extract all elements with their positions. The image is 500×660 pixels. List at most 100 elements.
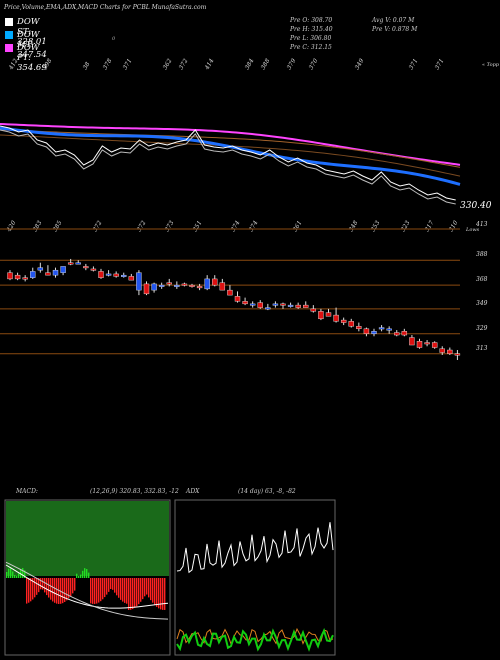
macd-histogram-bar: [142, 578, 144, 600]
macd-histogram-bar: [16, 575, 18, 578]
macd-histogram-bar: [76, 573, 78, 578]
mid-tick-label: 310: [448, 219, 460, 233]
level-label: 388: [476, 251, 488, 258]
candle-down: [181, 283, 188, 286]
prev-open: Pre O: 308.70: [290, 17, 333, 24]
macd-histogram-bar: [50, 578, 52, 600]
candle-down: [416, 341, 423, 348]
macd-histogram-bar: [164, 578, 166, 610]
macd-histogram-bar: [72, 578, 74, 594]
top-tick-label: 371: [408, 58, 420, 71]
candle-down: [333, 314, 339, 322]
mid-tick-label: 323: [400, 219, 412, 233]
macd-histogram-bar: [100, 578, 102, 602]
candle-down: [90, 268, 97, 271]
adx-plus-di-line: [176, 627, 334, 652]
legend-label-st: DOW ST: 328.01: [17, 17, 47, 47]
legend-swatch-pt: [5, 44, 13, 52]
candle-down: [227, 289, 233, 296]
candle-down: [212, 278, 218, 286]
macd-histogram-bar: [78, 575, 80, 578]
candle-up: [136, 272, 142, 291]
macd-histogram-bar: [130, 578, 132, 610]
prev-close: Pre C: 312.15: [290, 44, 332, 51]
macd-histogram-bar: [88, 572, 90, 578]
candle-up: [174, 284, 180, 287]
macd-histogram-bar: [116, 578, 118, 596]
candle-down: [196, 286, 203, 289]
top-tick-label: 398: [42, 57, 54, 71]
macd-histogram-bar: [154, 578, 156, 605]
legend-swatch-mt: [5, 31, 13, 39]
top-tick-tail: « Topp: [482, 62, 500, 68]
macd-histogram-bar: [48, 578, 50, 598]
candle-down: [280, 303, 286, 306]
macd-histogram-bar: [162, 578, 164, 610]
candle-down: [318, 311, 324, 320]
macd-histogram-bar: [8, 568, 10, 578]
macd-histogram-bar: [152, 578, 154, 603]
candle-down: [67, 262, 74, 265]
macd-histogram-bar: [108, 578, 110, 592]
candle-up: [272, 303, 279, 306]
candle-down: [424, 342, 430, 345]
candle-down: [409, 337, 415, 346]
macd-histogram-bar: [148, 578, 150, 598]
candle-down: [394, 332, 400, 336]
macd-histogram-bar: [58, 578, 60, 604]
level-label: 368: [476, 276, 488, 283]
candle-up: [204, 278, 210, 290]
top-tick-label: 349: [354, 57, 366, 71]
top-tick-label: 388: [260, 57, 272, 71]
level-label-top: 413: [475, 221, 488, 228]
macd-histogram-bar: [62, 578, 64, 604]
mid-tick-label: 317: [424, 219, 436, 233]
macd-signal-line: [5, 561, 169, 620]
candle-down: [348, 321, 354, 327]
adx-line: [176, 522, 334, 574]
top-tick-label: 414: [203, 57, 215, 71]
candle-down: [356, 326, 362, 330]
macd-histogram-bar: [56, 578, 58, 604]
macd-histogram-bar: [68, 578, 70, 599]
macd-histogram-bar: [120, 578, 122, 600]
candle-down: [7, 272, 13, 280]
prev-low: Pre L: 306.80: [290, 35, 332, 42]
macd-histogram-bar: [32, 578, 34, 600]
macd-histogram-bar: [36, 578, 38, 595]
legend-swatch-st: [5, 18, 13, 26]
candle-down: [113, 273, 119, 277]
macd-histogram-bar: [12, 571, 14, 578]
candle-down: [431, 342, 438, 348]
mid-tick-label: 383: [32, 219, 44, 233]
candle-down: [128, 276, 135, 281]
macd-histogram-bar: [18, 573, 20, 578]
mid-tick-label: 353: [370, 219, 382, 233]
candle-down: [242, 301, 248, 305]
candle-down: [189, 284, 195, 287]
macd-histogram-bar: [52, 578, 54, 602]
top-tick-label: 370: [308, 57, 320, 71]
macd-histogram-bar: [80, 574, 82, 578]
mid-tick-label: 374: [248, 219, 260, 233]
level-label: 329: [476, 325, 488, 332]
macd-histogram-bar: [90, 578, 92, 604]
candle-up: [371, 331, 377, 334]
candle-up: [151, 283, 157, 291]
macd-histogram-bar: [136, 578, 138, 607]
macd-histogram-bar: [128, 578, 130, 610]
candle-up: [37, 267, 44, 271]
macd-histogram-bar: [42, 578, 44, 590]
legend-label-mt: DOW MT: 347.54: [17, 30, 47, 60]
mid-tick-tail: Lows: [465, 227, 480, 233]
mid-tick-label: 372: [136, 219, 148, 233]
macd-histogram-bar: [94, 578, 96, 604]
macd-histogram-bar: [28, 578, 30, 603]
adx-values: (14 day) 63, -8, -82: [238, 488, 296, 495]
top-tick-label: 362: [162, 57, 174, 71]
macd-histogram-bar: [64, 578, 66, 602]
mid-tick-label: 420: [5, 219, 17, 233]
level-label: 349: [476, 300, 488, 307]
mid-tick-label: 373: [164, 219, 176, 233]
